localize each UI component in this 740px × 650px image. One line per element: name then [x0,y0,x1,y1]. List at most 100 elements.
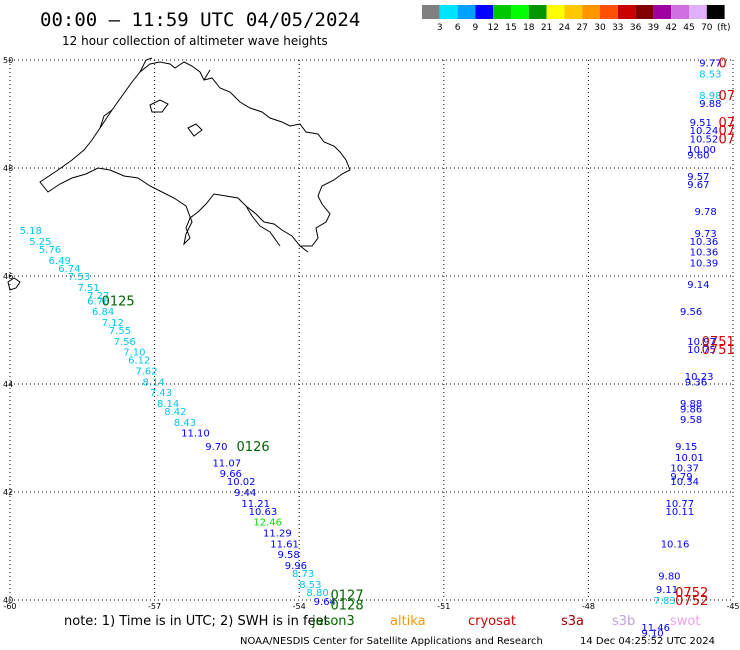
wave-height-label: 10.16 [661,539,690,550]
colorbar-tick: 33 [612,23,623,33]
wave-height-label: 7.43 [150,388,172,399]
wave-height-label: 7.83 [653,596,675,607]
wave-height-label: 9.51 [690,118,712,129]
colorbar-tick: 15 [505,23,516,33]
wave-height-label: 8.80 [306,588,328,599]
colorbar-swatch [689,5,707,19]
wave-height-label: 10.34 [670,477,699,488]
colorbar-tick: 24 [559,23,571,33]
pass-time-label: 0751 [702,335,735,350]
wave-height-label: 9.70 [205,442,227,453]
pass-time-label: 0752 [675,586,708,601]
colorbar-tick: 27 [576,23,587,33]
colorbar-tick: 12 [487,23,498,33]
colorbar-swatch [564,5,583,19]
pass-time-label: 07 [719,124,736,139]
satellite-legend-item: cryosat [468,614,516,629]
wave-height-label: 12.46 [253,518,282,529]
wave-height-label: 5.18 [20,226,42,237]
wave-height-label: 8.53 [699,70,721,81]
wave-height-label: 10.01 [675,453,704,464]
wave-height-label: 11.10 [181,429,210,440]
wave-height-label: 9.79 [670,472,692,483]
colorbar-swatch [582,5,600,19]
wave-height-label: 7.10 [123,348,145,359]
y-axis-ticks: 50 48 46 44 42 40 [3,56,13,605]
wave-height-label: 10.97 [687,337,716,348]
wave-height-label: 11.21 [241,499,270,510]
x-axis-ticks: -60 -57 -54 -51 -48 -45 [3,602,739,611]
footer-credit: NOAA/NESDIS Center for Satellite Applica… [240,636,543,647]
y-tick-label: 40 [3,596,13,605]
colorbar-swatch [511,5,529,19]
pass-time-label: 0126 [237,440,270,455]
x-tick-label: -45 [726,602,739,611]
wave-height-label: 8.53 [299,580,321,591]
wave-height-label: 6.49 [49,256,71,267]
wave-height-label: 9.58 [680,415,702,426]
wave-height-label: 10.39 [690,259,719,270]
x-tick-label: -60 [3,602,16,611]
pass-time-label: 0 [719,57,727,72]
y-tick-label: 46 [3,272,13,281]
wave-height-label: 9.15 [675,442,697,453]
wave-height-label: 10.75 [687,345,716,356]
colorbar-tick: 21 [541,23,552,33]
x-tick-label: -51 [437,602,450,611]
colorbar-swatch [493,5,511,19]
wave-height-label: 9.14 [687,280,709,291]
wave-height-label: 9.10 [641,628,663,639]
wave-height-label: 10.11 [666,507,695,518]
wave-height-label: 7.27 [87,291,109,302]
wave-height-label: 9.64 [314,597,336,608]
wave-height-label: 9.96 [285,561,307,572]
wave-height-label: 9.56 [680,307,702,318]
colorbar-swatch [617,5,636,19]
satellite-legend-item: s3a [561,614,584,629]
colorbar-tick: 18 [523,23,535,33]
wave-height-label: 9.66 [220,469,242,480]
wave-height-label: 7.55 [109,326,131,337]
footer-note: note: 1) Time is in UTC; 2) SWH is in fe… [64,614,329,629]
wave-height-label: 8.42 [164,407,186,418]
pass-time-label: 0128 [331,598,364,613]
footer-timestamp: 14 Dec 04:25:52 UTC 2024 [580,636,715,647]
wave-height-label: 9.80 [658,572,680,583]
wave-height-label: 9.88 [699,99,721,110]
colorbar-swatch [671,5,689,19]
colorbar-tick: 42 [665,23,676,33]
colorbar-swatch [653,5,672,19]
y-tick-label: 44 [3,380,13,389]
colorbar-swatch [546,5,565,19]
wave-height-label: 5.25 [29,237,51,248]
colorbar-tick: 6 [455,23,461,33]
wave-height-label: 9.11 [656,585,678,596]
wave-height-label: 6.74 [58,264,80,275]
wave-height-label: 9.77 [699,59,721,70]
colorbar-swatch [635,5,654,19]
colorbar-swatch [706,5,725,19]
wave-height-label: 11.07 [212,458,241,469]
colorbar-swatch [600,5,618,19]
chart-subtitle: 12 hour collection of altimeter wave hei… [62,34,328,48]
wave-height-points: 5.185.255.766.496.747.537.517.276.766.84… [20,59,722,640]
wave-height-label: 9.36 [685,377,707,388]
satellite-legend-item: swot [670,614,700,629]
colorbar-tick: 39 [648,23,660,33]
wave-height-label: 8.14 [157,399,179,410]
wave-height-label: 8.98 [699,91,721,102]
wave-height-label: 10.36 [690,248,719,259]
x-tick-label: -48 [582,602,595,611]
wave-height-label: 9.78 [694,207,716,218]
wave-height-label: 9.86 [680,404,702,415]
pass-time-label: 0752 [675,594,708,609]
wave-height-label: 10.00 [687,145,716,156]
chart-title: 00:00 – 11:59 UTC 04/05/2024 [40,9,360,31]
wave-height-label: 10.52 [690,134,719,145]
colorbar-swatch [528,5,547,19]
colorbar-tick: 70 [701,23,713,33]
y-tick-label: 50 [3,56,13,65]
colorbar-swatch [457,5,476,19]
wave-height-label: 6.12 [128,356,150,367]
